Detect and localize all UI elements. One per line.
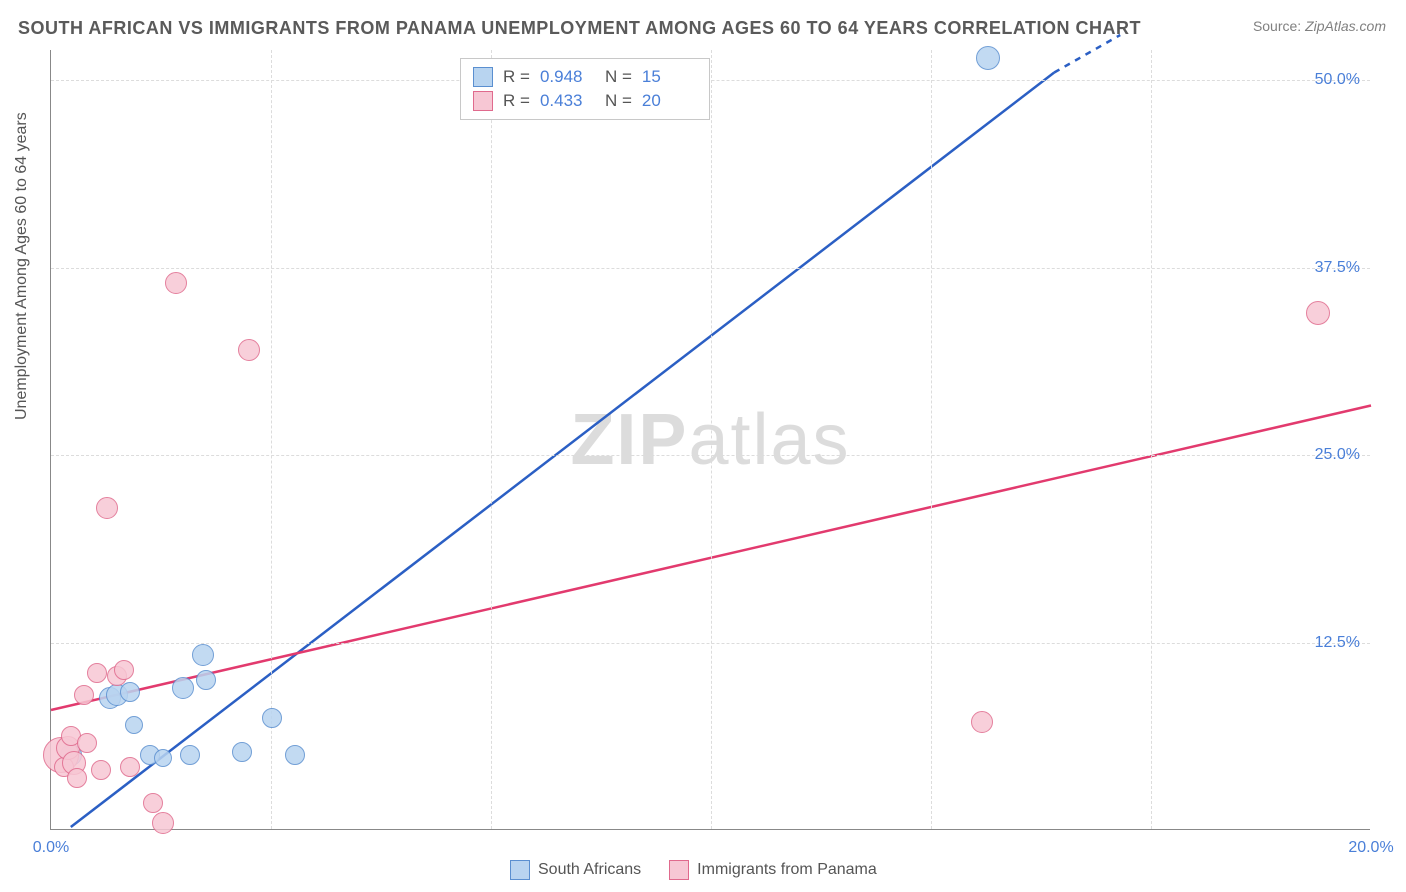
r-value: 0.948 <box>540 67 595 87</box>
data-point <box>143 793 163 813</box>
x-origin-label: 0.0% <box>33 839 69 857</box>
data-point <box>77 733 97 753</box>
stats-row: R = 0.948 N = 15 <box>473 65 697 89</box>
data-point <box>976 46 1000 70</box>
stats-row: R = 0.433 N = 20 <box>473 89 697 113</box>
legend-label: South Africans <box>538 861 641 879</box>
legend-label: Immigrants from Panama <box>697 861 877 879</box>
r-label: R = <box>503 67 530 87</box>
y-tick-label: 25.0% <box>1315 446 1360 464</box>
data-point <box>1306 301 1330 325</box>
data-point <box>114 660 134 680</box>
regression-line <box>1054 35 1120 73</box>
source-attribution: Source: ZipAtlas.com <box>1253 18 1386 34</box>
n-label: N = <box>605 91 632 111</box>
correlation-stats-box: R = 0.948 N = 15 R = 0.433 N = 20 <box>460 58 710 120</box>
data-point <box>238 339 260 361</box>
data-point <box>180 745 200 765</box>
data-point <box>196 670 216 690</box>
data-point <box>154 749 172 767</box>
data-point <box>91 760 111 780</box>
data-point <box>125 716 143 734</box>
legend-swatch <box>669 860 689 880</box>
source-value: ZipAtlas.com <box>1305 18 1386 34</box>
data-point <box>67 768 87 788</box>
y-tick-label: 12.5% <box>1315 634 1360 652</box>
gridline-vertical <box>931 50 932 829</box>
r-value: 0.433 <box>540 91 595 111</box>
gridline-vertical <box>491 50 492 829</box>
regression-line <box>71 73 1054 828</box>
data-point <box>165 272 187 294</box>
legend-swatch <box>510 860 530 880</box>
data-point <box>152 812 174 834</box>
data-point <box>232 742 252 762</box>
data-point <box>262 708 282 728</box>
data-point <box>172 677 194 699</box>
legend-item: South Africans <box>510 860 641 880</box>
x-max-label: 20.0% <box>1348 839 1393 857</box>
data-point <box>96 497 118 519</box>
r-label: R = <box>503 91 530 111</box>
data-point <box>120 757 140 777</box>
plot-area: ZIPatlas 12.5%25.0%37.5%50.0%0.0%20.0% <box>50 50 1370 830</box>
y-tick-label: 37.5% <box>1315 259 1360 277</box>
data-point <box>285 745 305 765</box>
series-legend: South Africans Immigrants from Panama <box>510 860 877 880</box>
data-point <box>192 644 214 666</box>
n-value: 15 <box>642 67 697 87</box>
data-point <box>74 685 94 705</box>
source-label: Source: <box>1253 18 1301 34</box>
gridline-vertical <box>711 50 712 829</box>
data-point <box>120 682 140 702</box>
y-axis-label: Unemployment Among Ages 60 to 64 years <box>13 112 31 420</box>
data-point <box>971 711 993 733</box>
gridline-vertical <box>1151 50 1152 829</box>
legend-swatch <box>473 67 493 87</box>
n-value: 20 <box>642 91 697 111</box>
n-label: N = <box>605 67 632 87</box>
chart-title: SOUTH AFRICAN VS IMMIGRANTS FROM PANAMA … <box>18 18 1141 39</box>
legend-swatch <box>473 91 493 111</box>
data-point <box>87 663 107 683</box>
y-tick-label: 50.0% <box>1315 71 1360 89</box>
legend-item: Immigrants from Panama <box>669 860 877 880</box>
